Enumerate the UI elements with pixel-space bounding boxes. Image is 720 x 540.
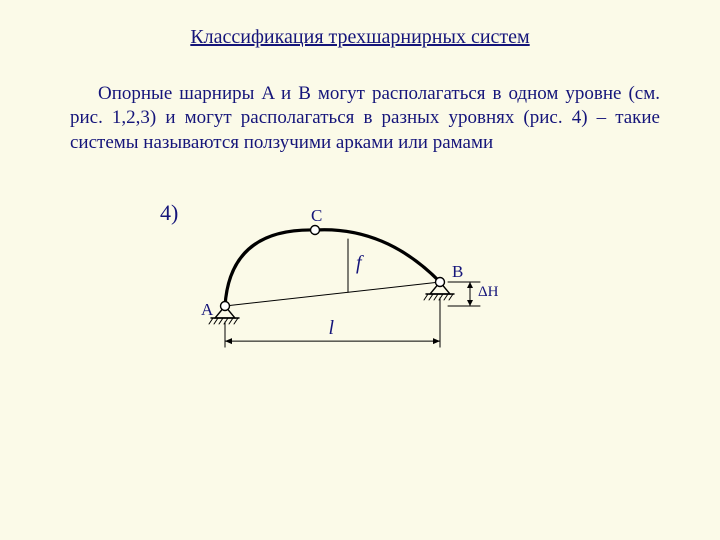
label-l: l — [329, 317, 335, 340]
label-c: C — [311, 206, 322, 226]
label-f: f — [356, 252, 362, 275]
body-paragraph: Опорные шарниры A и B могут располагатьс… — [70, 82, 660, 155]
section-title: Классификация трехшарнирных систем — [150, 26, 570, 49]
label-b: B — [452, 262, 463, 282]
label-delta-h: ΔH — [478, 284, 498, 301]
figure-number: 4) — [160, 200, 178, 226]
page: Классификация трехшарнирных систем Опорн… — [0, 0, 720, 540]
label-a: A — [201, 300, 213, 320]
